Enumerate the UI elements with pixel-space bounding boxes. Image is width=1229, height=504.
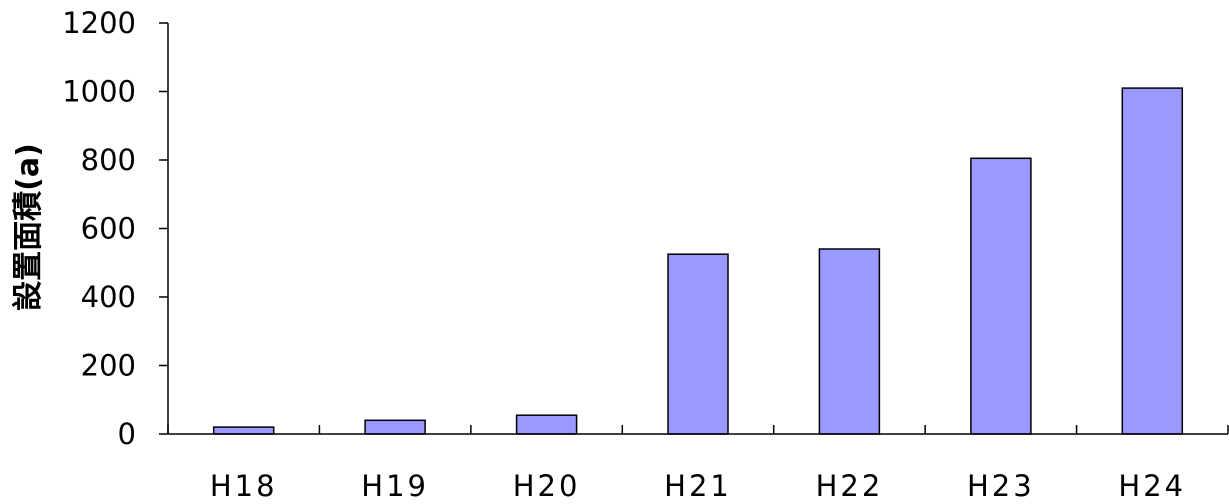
x-tick-label: H21: [664, 469, 732, 503]
x-tick-label: H22: [816, 469, 884, 503]
axes: [159, 22, 1229, 435]
bar-h19: [364, 419, 426, 435]
x-tick-labels: H18 H19 H20 H21 H22 H23 H24: [210, 469, 1186, 503]
y-tick-label: 600: [81, 212, 136, 246]
bar-h20: [515, 414, 578, 435]
x-tick-label: H20: [513, 469, 581, 503]
y-tick-labels: 0 200 400 600 800 1000 1200: [62, 6, 136, 451]
y-tick-label: 400: [81, 280, 136, 314]
bar-h24: [1121, 87, 1184, 435]
x-tick-label: H23: [967, 469, 1035, 503]
y-tick-label: 1000: [62, 75, 136, 109]
y-axis-title: 設置面積(a): [11, 143, 46, 311]
bar-h22: [818, 248, 881, 435]
x-tick-label: H19: [361, 469, 429, 503]
bar-h18: [212, 426, 275, 435]
bar-h21: [667, 253, 729, 435]
x-tick-label: H18: [210, 469, 278, 503]
x-tick-label: H24: [1118, 469, 1186, 503]
y-tick-label: 800: [81, 143, 136, 177]
y-tick-label: 0: [118, 417, 136, 451]
y-tick-label: 200: [81, 349, 136, 383]
bar-h23: [970, 157, 1032, 435]
bars: [212, 87, 1184, 435]
y-tick-label: 1200: [62, 6, 136, 40]
